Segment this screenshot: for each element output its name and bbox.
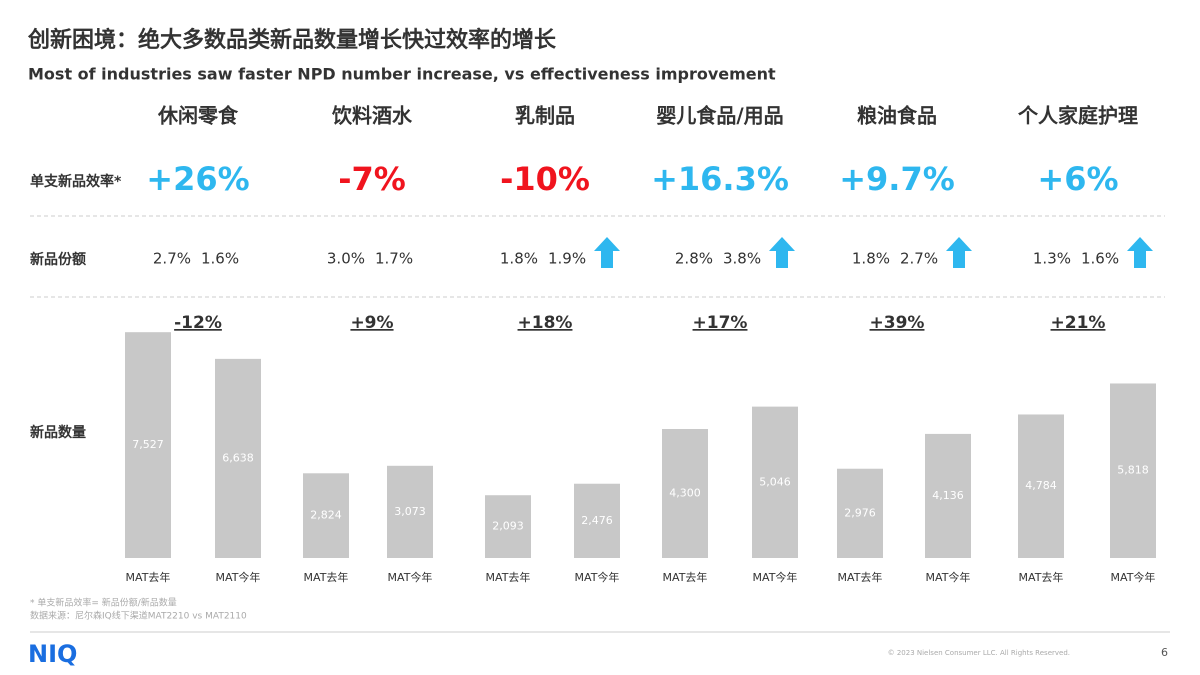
bar bbox=[837, 468, 883, 558]
efficiency: +6% bbox=[1037, 160, 1118, 198]
row-label: 新品数量 bbox=[30, 424, 86, 441]
growth: +21% bbox=[1051, 313, 1106, 333]
group-name: 粮油食品 bbox=[857, 104, 937, 128]
up-arrow bbox=[1127, 237, 1153, 268]
footnote: 数据来源：尼尔森IQ线下渠道MAT2210 vs MAT2110 bbox=[30, 610, 247, 622]
share-last: 1.8% bbox=[852, 250, 890, 268]
bar bbox=[662, 429, 708, 558]
group-name: 乳制品 bbox=[515, 104, 575, 128]
share-last: 2.7% bbox=[153, 250, 191, 268]
bar bbox=[752, 406, 798, 558]
title: 创新困境：绝大多数品类新品数量增长快过效率的增长 bbox=[27, 27, 557, 53]
bar bbox=[387, 465, 433, 558]
bar bbox=[303, 473, 349, 558]
category-label: MAT去年 bbox=[1019, 570, 1064, 584]
share-last: 2.8% bbox=[675, 250, 713, 268]
share-last: 1.3% bbox=[1033, 250, 1071, 268]
share-now: 1.6% bbox=[201, 250, 239, 268]
growth: +39% bbox=[870, 313, 925, 333]
value-label: 4,136 bbox=[932, 489, 964, 502]
category-label: MAT去年 bbox=[126, 570, 171, 584]
logo: NIQ bbox=[28, 640, 77, 668]
category-label: MAT今年 bbox=[575, 570, 620, 584]
growth: +9% bbox=[350, 313, 393, 333]
efficiency: -10% bbox=[500, 160, 590, 198]
group-name: 婴儿食品/用品 bbox=[656, 104, 783, 128]
value-label: 2,093 bbox=[492, 520, 524, 533]
efficiency: +26% bbox=[146, 160, 249, 198]
bar bbox=[1018, 414, 1064, 558]
category-label: MAT今年 bbox=[753, 570, 798, 584]
page-number: 6 bbox=[1161, 646, 1168, 659]
value-label: 5,818 bbox=[1117, 464, 1149, 477]
growth: +17% bbox=[693, 313, 748, 333]
growth: -12% bbox=[174, 313, 222, 333]
share-last: 3.0% bbox=[327, 250, 365, 268]
group-name: 个人家庭护理 bbox=[1017, 104, 1138, 128]
category-label: MAT去年 bbox=[486, 570, 531, 584]
share-now: 1.7% bbox=[375, 250, 413, 268]
category-label: MAT今年 bbox=[216, 570, 261, 584]
growth: +18% bbox=[518, 313, 573, 333]
category-label: MAT去年 bbox=[304, 570, 349, 584]
value-label: 3,073 bbox=[394, 505, 426, 518]
value-label: 2,824 bbox=[310, 509, 342, 522]
bar bbox=[485, 495, 531, 558]
bar bbox=[925, 433, 971, 558]
subtitle: Most of industries saw faster NPD number… bbox=[28, 65, 776, 84]
value-label: 5,046 bbox=[759, 475, 791, 488]
copyright: © 2023 Nielsen Consumer LLC. All Rights … bbox=[888, 649, 1070, 657]
value-label: 7,527 bbox=[132, 438, 164, 451]
value-label: 4,300 bbox=[669, 487, 701, 500]
up-arrow bbox=[946, 237, 972, 268]
value-label: 2,976 bbox=[844, 506, 876, 519]
share-now: 3.8% bbox=[723, 250, 761, 268]
bar bbox=[215, 358, 261, 558]
efficiency: +9.7% bbox=[839, 160, 955, 198]
group-name: 休闲零食 bbox=[157, 104, 239, 128]
value-label: 2,476 bbox=[581, 514, 613, 527]
bar bbox=[125, 332, 171, 558]
category-label: MAT去年 bbox=[663, 570, 708, 584]
up-arrow bbox=[594, 237, 620, 268]
up-arrow bbox=[769, 237, 795, 268]
share-last: 1.8% bbox=[500, 250, 538, 268]
share-now: 2.7% bbox=[900, 250, 938, 268]
category-label: MAT今年 bbox=[1111, 570, 1156, 584]
value-label: 4,784 bbox=[1025, 479, 1057, 492]
share-now: 1.9% bbox=[548, 250, 586, 268]
row-label: 单支新品效率* bbox=[30, 173, 122, 190]
category-label: MAT今年 bbox=[388, 570, 433, 584]
bar bbox=[1110, 383, 1156, 558]
efficiency: -7% bbox=[338, 160, 406, 198]
footnote: * 单支新品效率= 新品份额/新品数量 bbox=[30, 597, 177, 609]
bar bbox=[574, 483, 620, 558]
category-label: MAT今年 bbox=[926, 570, 971, 584]
category-label: MAT去年 bbox=[838, 570, 883, 584]
efficiency: +16.3% bbox=[651, 160, 789, 198]
share-now: 1.6% bbox=[1081, 250, 1119, 268]
row-label: 新品份额 bbox=[30, 251, 86, 268]
value-label: 6,638 bbox=[222, 451, 254, 464]
group-name: 饮料酒水 bbox=[331, 104, 413, 128]
